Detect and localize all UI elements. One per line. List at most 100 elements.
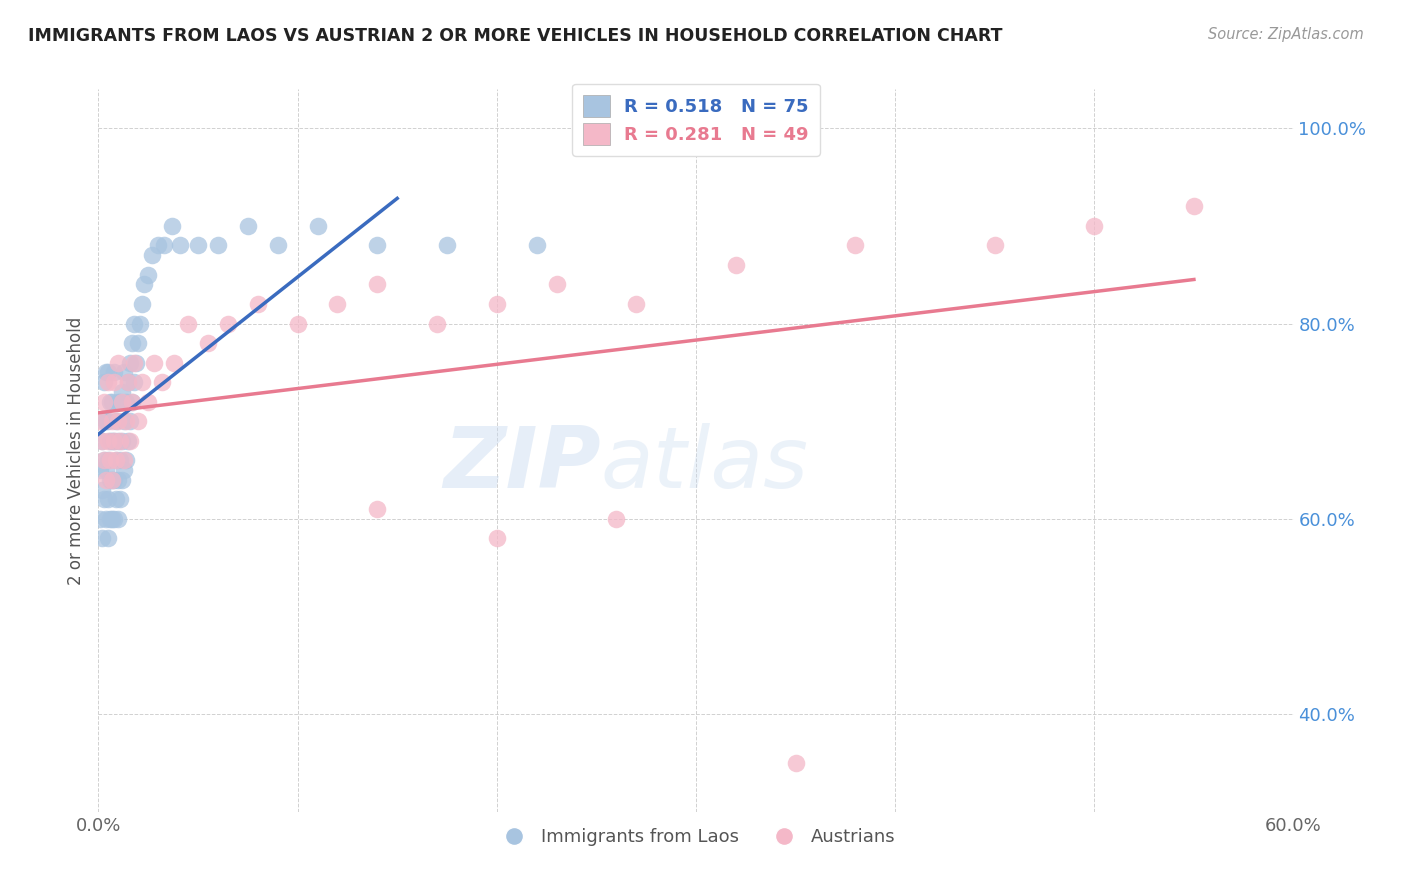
Point (101, 394, 124, 409)
Point (117, 434, 139, 448)
Point (236, 219, 259, 233)
Point (96, 473, 118, 487)
Point (98, 453, 122, 467)
Point (121, 394, 143, 409)
Point (98, 434, 122, 448)
Point (93, 375, 115, 389)
Point (121, 336, 143, 351)
Point (131, 375, 153, 389)
Point (366, 277, 388, 292)
Point (120, 434, 142, 448)
Point (605, 512, 627, 526)
Point (98, 512, 122, 526)
Point (97, 492, 120, 507)
Point (89, 414, 111, 428)
Point (136, 268, 159, 282)
Point (97, 375, 120, 389)
Point (129, 317, 152, 331)
Point (98, 394, 122, 409)
Point (160, 219, 183, 233)
Point (103, 434, 125, 448)
Point (485, 297, 508, 311)
Point (526, 238, 548, 252)
Point (112, 453, 135, 467)
Point (246, 297, 269, 311)
Point (105, 492, 128, 507)
Point (93, 453, 115, 467)
Point (110, 394, 132, 409)
Point (785, 756, 807, 770)
Point (127, 336, 149, 351)
Point (110, 453, 132, 467)
Point (97, 453, 120, 467)
Point (111, 473, 134, 487)
Point (124, 355, 146, 369)
Point (115, 453, 138, 467)
Point (131, 297, 153, 311)
Point (89, 463, 111, 477)
Point (187, 238, 209, 252)
Point (96, 463, 118, 477)
Point (111, 394, 134, 409)
Point (110, 492, 132, 507)
Point (115, 394, 138, 409)
Point (121, 394, 143, 409)
Point (366, 502, 388, 516)
Point (124, 317, 146, 331)
Point (153, 238, 176, 252)
Point (103, 365, 125, 379)
Point (101, 434, 124, 448)
Point (91, 532, 114, 546)
Point (207, 238, 229, 252)
Point (97, 365, 120, 379)
Point (97, 434, 120, 448)
Point (125, 355, 148, 369)
Point (101, 512, 124, 526)
Point (91, 483, 114, 497)
Point (844, 238, 866, 252)
Legend: Immigrants from Laos, Austrians: Immigrants from Laos, Austrians (489, 821, 903, 854)
Y-axis label: 2 or more Vehicles in Household: 2 or more Vehicles in Household (66, 317, 84, 584)
Point (177, 317, 200, 331)
Point (1083, 219, 1105, 233)
Point (89, 512, 111, 526)
Point (101, 473, 124, 487)
Point (97, 532, 120, 546)
Point (105, 414, 128, 428)
Point (112, 414, 135, 428)
Point (124, 375, 146, 389)
Point (163, 355, 186, 369)
Point (103, 473, 125, 487)
Point (115, 414, 138, 428)
Point (103, 434, 125, 448)
Point (326, 297, 349, 311)
Point (112, 365, 135, 379)
Point (111, 434, 134, 448)
Point (546, 277, 568, 292)
Point (136, 394, 159, 409)
Point (485, 532, 508, 546)
Point (626, 297, 648, 311)
Point (197, 336, 219, 351)
Point (107, 512, 129, 526)
Point (120, 414, 142, 428)
Point (103, 512, 125, 526)
Point (107, 434, 129, 448)
Point (107, 355, 129, 369)
Point (107, 414, 129, 428)
Point (169, 238, 191, 252)
Point (93, 492, 115, 507)
Point (120, 355, 142, 369)
Text: IMMIGRANTS FROM LAOS VS AUSTRIAN 2 OR MORE VEHICLES IN HOUSEHOLD CORRELATION CHA: IMMIGRANTS FROM LAOS VS AUSTRIAN 2 OR MO… (28, 27, 1002, 45)
Point (141, 248, 163, 262)
Point (267, 238, 290, 252)
Point (110, 434, 132, 448)
Point (101, 414, 124, 428)
Point (96, 414, 118, 428)
Point (143, 355, 166, 369)
Point (148, 238, 170, 252)
Point (96, 365, 118, 379)
Point (436, 238, 458, 252)
Point (93, 453, 115, 467)
Point (984, 238, 1007, 252)
